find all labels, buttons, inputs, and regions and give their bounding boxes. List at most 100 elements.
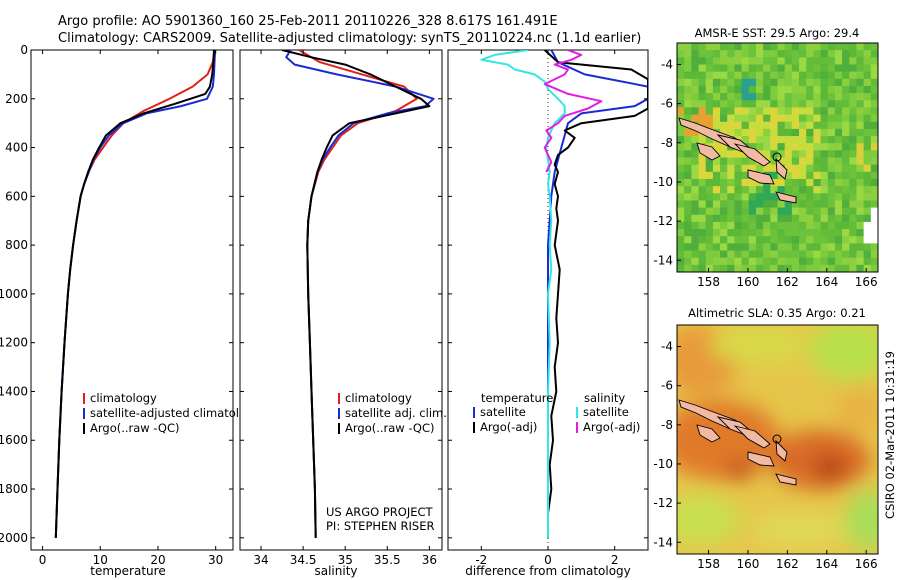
sst-cell [684, 85, 692, 94]
sst-cell [791, 107, 800, 115]
sst-cell [863, 107, 872, 115]
sla-lat-label-2: -8 [661, 418, 673, 432]
sst-cell [705, 171, 714, 180]
sst-cell [784, 250, 793, 258]
sst-cell [799, 178, 807, 187]
sst-cell [799, 128, 807, 137]
sst-cell [842, 78, 850, 87]
sst-cell [791, 164, 800, 173]
sst-cell [741, 71, 750, 80]
island-malaita [775, 439, 788, 462]
sst-cell [777, 250, 785, 258]
sst-cell [741, 200, 750, 208]
sst-cell [698, 85, 707, 94]
sst-cell [784, 57, 793, 65]
sst-cell [784, 143, 793, 151]
sst-cell [684, 50, 692, 58]
sst-cell [870, 193, 878, 201]
sst-cell [684, 229, 692, 237]
sst-cell [834, 121, 843, 130]
sst-cell [820, 178, 829, 187]
sst-cell [834, 50, 843, 58]
difference-xtick-label-1: 0 [544, 553, 552, 567]
sst-cell [677, 136, 685, 144]
sst-cell [842, 143, 850, 151]
sst-cell [677, 121, 685, 130]
sst-cell [834, 200, 843, 208]
island-new-georgia [696, 142, 721, 161]
sst-cell [677, 93, 685, 101]
sst-cell [870, 164, 878, 173]
sst-cell [677, 57, 685, 65]
sst-cell [770, 257, 778, 266]
sst-cell [870, 178, 878, 187]
sst-cell [684, 171, 692, 180]
sst-cell [720, 178, 728, 187]
sst-cell [856, 150, 864, 158]
difference-legend-salinity-title: salinity [584, 391, 625, 405]
sst-cell [705, 221, 714, 230]
sst-cell [784, 221, 793, 230]
sst-cell [677, 257, 685, 266]
sst-cell [806, 150, 814, 158]
sst-cell [741, 236, 750, 244]
temperature-legend-label-2: Argo(..raw -QC) [90, 421, 180, 435]
sst-cell [763, 85, 771, 94]
sst-lat-label-1: -6 [661, 97, 673, 111]
sst-cell [691, 236, 699, 244]
sst-cell [870, 157, 878, 165]
sst-cell [827, 221, 836, 230]
sst-cell [784, 157, 793, 165]
sst-cell [849, 150, 857, 158]
sst-cell [870, 64, 878, 72]
sst-cell [755, 243, 764, 251]
sst-cell [755, 43, 764, 51]
sst-cell [734, 186, 742, 194]
sst-cell [813, 121, 821, 130]
sst-cell [777, 186, 785, 194]
sst-cell [777, 107, 785, 115]
sst-cell [698, 257, 707, 266]
sst-cell [791, 114, 800, 123]
sst-cell [727, 43, 735, 51]
sst-cell [870, 150, 878, 158]
sst-cell [698, 178, 707, 187]
sst-cell [834, 78, 843, 87]
sst-cell [863, 136, 872, 144]
sst-cell [849, 164, 857, 173]
sst-cell [705, 114, 714, 123]
sst-cell [863, 57, 872, 65]
sst-cell [698, 93, 707, 101]
sst-cell [813, 221, 821, 230]
sst-cell [720, 200, 728, 208]
sst-cell [691, 143, 699, 151]
sst-cell [813, 78, 821, 87]
sst-cell [856, 164, 864, 173]
sst-cell [856, 57, 864, 65]
sst-cell [856, 100, 864, 108]
temperature-ytick-label-8: 1600 [0, 433, 28, 447]
sst-cell [734, 50, 742, 58]
sst-cell [777, 85, 785, 94]
sst-cell [684, 221, 692, 230]
sst-cell [849, 236, 857, 244]
sst-cell [813, 207, 821, 216]
sst-cell [727, 78, 735, 87]
salinity-legend-label-0: climatology [345, 391, 412, 405]
sst-cell [863, 171, 872, 180]
sst-cell [677, 214, 685, 223]
sst-cell [677, 164, 685, 173]
sst-cell [777, 43, 785, 51]
sst-cell [705, 243, 714, 251]
sst-cell [741, 128, 750, 137]
sst-cell [791, 64, 800, 72]
sst-cell [827, 207, 836, 216]
salinity-xtick-label-4: 36 [422, 553, 437, 567]
sst-cell [770, 250, 778, 258]
sst-cell [763, 121, 771, 130]
sst-cell [741, 257, 750, 266]
sst-cell [741, 93, 750, 101]
sst-cell [813, 178, 821, 187]
temperature-xtick-label-1: 10 [93, 553, 108, 567]
sst-cell [827, 121, 836, 130]
